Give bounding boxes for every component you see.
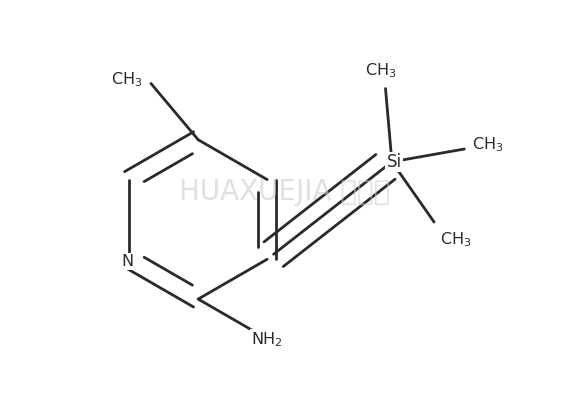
Text: Si: Si — [386, 153, 401, 171]
Text: NH$_2$: NH$_2$ — [251, 330, 282, 349]
Text: CH$_3$: CH$_3$ — [440, 230, 472, 249]
Text: HUAXUEJIA 化学加: HUAXUEJIA 化学加 — [180, 178, 390, 206]
Text: CH$_3$: CH$_3$ — [473, 136, 504, 154]
Text: CH$_3$: CH$_3$ — [111, 70, 142, 89]
Text: CH$_3$: CH$_3$ — [365, 62, 396, 80]
Text: N: N — [121, 254, 133, 269]
